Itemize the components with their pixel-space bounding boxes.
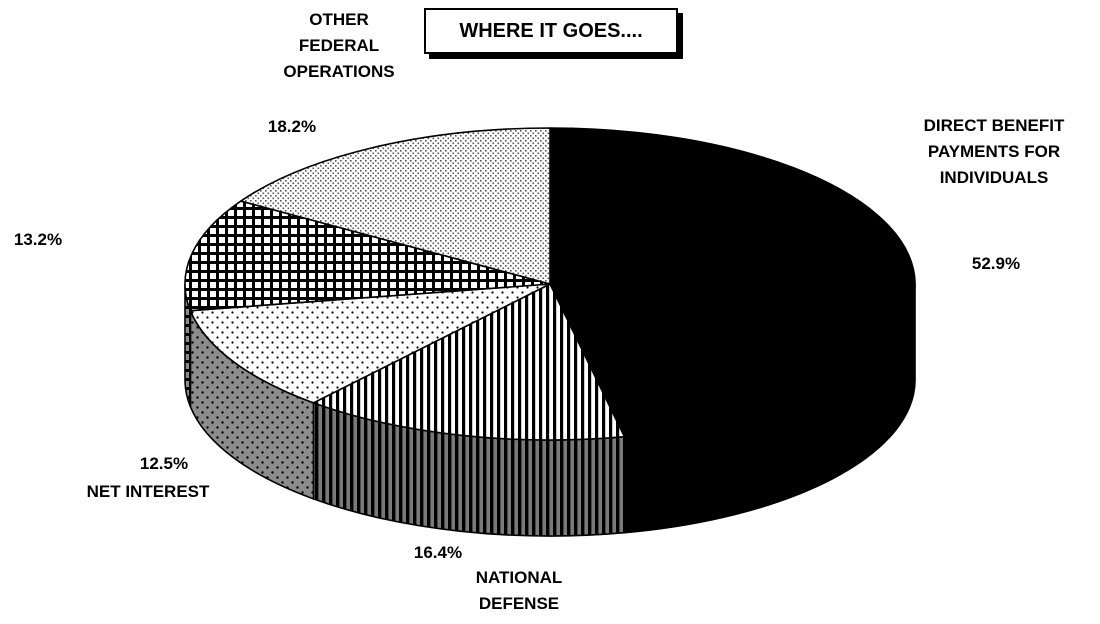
pie-slice-slice-4 (184, 200, 551, 312)
value-label-net-interest: 12.5% (140, 454, 188, 473)
category-label-direct-benefit-payments-for-individuals-line-2: PAYMENTS FOR (928, 142, 1060, 161)
category-label-direct-benefit-payments-for-individuals-line-1: DIRECT BENEFIT (924, 116, 1065, 135)
pie-top-faces (184, 127, 916, 441)
chart-title: WHERE IT GOES.... (424, 8, 678, 54)
category-label-other-federal-operations-line-2: FEDERAL (299, 36, 379, 55)
pie-slice-national-defense (312, 283, 626, 441)
value-label-other-federal-operations: 18.2% (268, 117, 316, 136)
value-label-slice-4: 13.2% (14, 230, 62, 249)
category-label-national-defense-line-2: DEFENSE (479, 594, 559, 613)
category-label-direct-benefit-payments-for-individuals-line-3: INDIVIDUALS (940, 168, 1049, 187)
value-label-national-defense: 16.4% (414, 543, 462, 562)
pie-slice-other-federal-operations (240, 127, 551, 285)
pie-labels: 52.9% DIRECT BENEFIT PAYMENTS FOR INDIVIDUA… (14, 10, 1065, 613)
category-label-national-defense-line-1: NATIONAL (476, 568, 563, 587)
category-label-other-federal-operations-line-3: OPERATIONS (283, 62, 394, 81)
category-label-other-federal-operations-line-1: OTHER (309, 10, 369, 29)
value-label-direct-benefit-payments-for-individuals: 52.9% (972, 254, 1020, 273)
pie-slice-direct-benefit-payments-for-individuals (549, 127, 916, 438)
pie-slice-net-interest (189, 283, 551, 404)
category-label-net-interest-line-1: NET INTEREST (87, 482, 210, 501)
